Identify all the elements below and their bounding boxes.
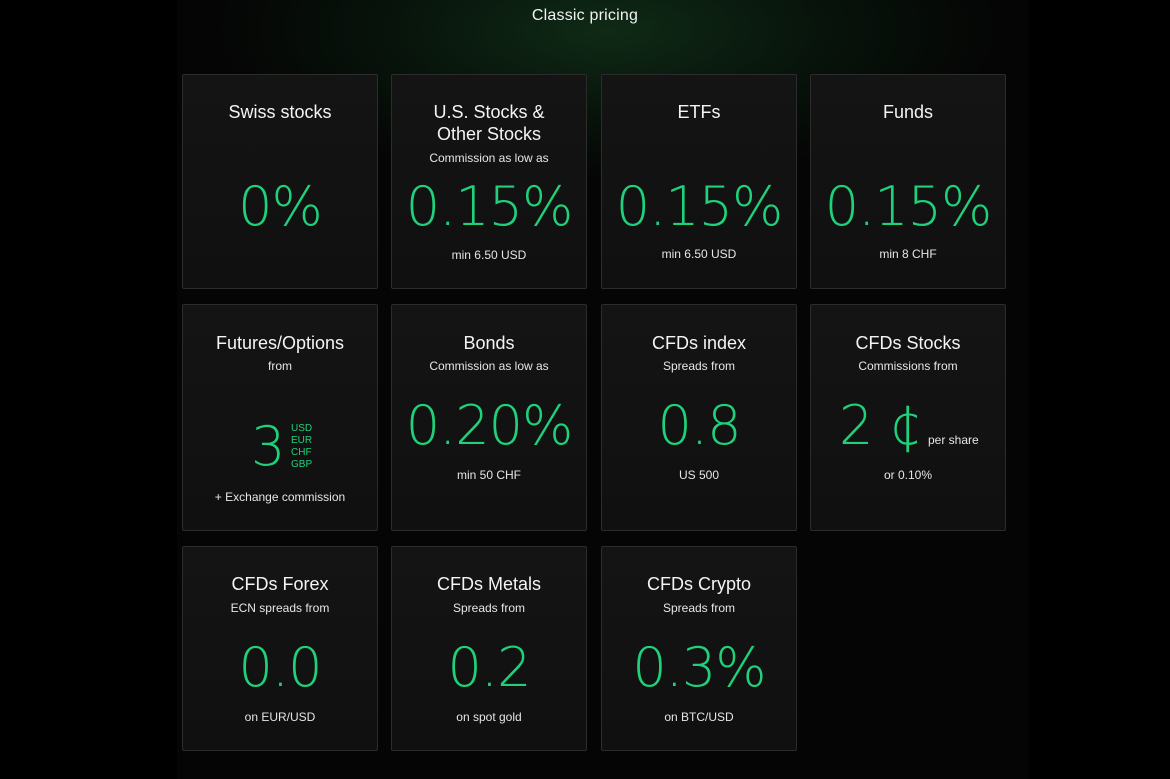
card-title: Funds <box>882 102 934 122</box>
card-title: Bonds <box>463 333 515 353</box>
card-subtitle: ECN spreads from <box>230 601 330 615</box>
card-note: on EUR/USD <box>244 710 316 724</box>
card-futures-options: Futures/Options from 3 USD EUR CHF GBP +… <box>182 304 378 531</box>
card-value: 0.20% <box>405 394 574 457</box>
card-value: 0.15% <box>615 175 784 238</box>
card-cfds-index: CFDs index Spreads from 0.8 US 500 <box>601 304 797 531</box>
card-subtitle: Spreads from <box>662 359 736 373</box>
card-cfds-metals: CFDs Metals Spreads from 0.2 on spot gol… <box>391 546 587 751</box>
card-note: US 500 <box>678 468 720 482</box>
currency-usd: USD <box>291 423 313 434</box>
card-swiss-stocks: Swiss stocks 0% <box>182 74 378 289</box>
card-note: on spot gold <box>456 710 522 724</box>
card-title: Swiss stocks <box>228 102 332 122</box>
card-subtitle: Commission as low as <box>429 359 549 373</box>
currency-eur: EUR <box>291 435 313 446</box>
card-value: 2 ¢ <box>839 394 923 457</box>
card-etfs: ETFs 0.15% min 6.50 USD <box>601 74 797 289</box>
card-title: CFDs Forex <box>231 574 329 594</box>
card-cfds-stocks: CFDs Stocks Commissions from 2 ¢ per sha… <box>810 304 1006 531</box>
card-title: CFDs Stocks <box>855 333 961 353</box>
card-value: 3 <box>251 415 285 478</box>
card-subtitle: Spreads from <box>452 601 526 615</box>
card-title: ETFs <box>677 102 721 122</box>
card-note: min 8 CHF <box>879 247 937 261</box>
card-value: 0.0 <box>238 636 323 699</box>
card-title: Futures/Options <box>215 333 345 353</box>
card-title: U.S. Stocks & Other Stocks <box>433 102 545 144</box>
card-value: 0.2 <box>447 636 532 699</box>
card-note: min 6.50 USD <box>661 247 737 261</box>
currency-chf: CHF <box>291 447 312 458</box>
card-us-stocks: U.S. Stocks & Other Stocks Commission as… <box>391 74 587 289</box>
card-subtitle: Commissions from <box>858 359 958 373</box>
card-value: 0.8 <box>657 394 742 457</box>
card-value: 0.15% <box>824 175 993 238</box>
card-bonds: Bonds Commission as low as 0.20% min 50 … <box>391 304 587 531</box>
card-value: 0% <box>238 175 323 238</box>
card-note: + Exchange commission <box>214 490 346 504</box>
card-note: min 6.50 USD <box>451 248 527 262</box>
card-value: 0.15% <box>405 175 574 238</box>
page-title: Classic pricing <box>531 7 639 24</box>
card-subtitle: Spreads from <box>662 601 736 615</box>
card-title: CFDs Crypto <box>646 574 751 594</box>
currency-gbp: GBP <box>291 459 313 470</box>
currency-list: USD EUR CHF GBP <box>291 423 312 471</box>
card-note: or 0.10% <box>883 468 933 482</box>
card-subtitle: Commission as low as <box>429 151 549 165</box>
card-value: 0.3% <box>632 636 766 699</box>
per-share-label: per share <box>928 433 979 447</box>
card-title: CFDs index <box>651 333 747 353</box>
card-note: on BTC/USD <box>664 710 734 724</box>
card-note: min 50 CHF <box>456 468 521 482</box>
card-cfds-forex: CFDs Forex ECN spreads from 0.0 on EUR/U… <box>182 546 378 751</box>
card-subtitle: from <box>268 359 292 373</box>
card-cfds-crypto: CFDs Crypto Spreads from 0.3% on BTC/USD <box>601 546 797 751</box>
card-title: CFDs Metals <box>436 574 541 594</box>
card-funds: Funds 0.15% min 8 CHF <box>810 74 1006 289</box>
